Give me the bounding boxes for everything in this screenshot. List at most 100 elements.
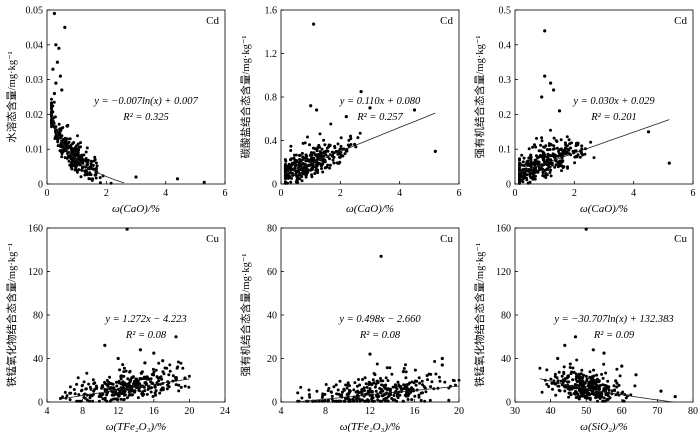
data-point <box>375 395 379 399</box>
data-point <box>202 180 206 184</box>
data-point <box>525 173 529 177</box>
data-point <box>606 379 610 383</box>
y-tick-label: 160 <box>496 224 511 235</box>
x-tick-label: 6 <box>223 188 228 199</box>
data-point <box>75 382 79 386</box>
data-point <box>333 146 337 150</box>
data-point <box>574 149 578 153</box>
data-point <box>83 396 87 400</box>
data-point <box>52 100 56 104</box>
data-point <box>572 370 576 374</box>
data-point <box>85 162 89 166</box>
data-point <box>518 158 521 162</box>
panel-3: 0 2 4 6 0 0.1 0.2 0.3 0.4 0.5 ω(CaO)/% 强有机结合态含量/mg·… <box>473 6 696 216</box>
x-tick-label: 16 <box>149 406 159 417</box>
data-point <box>359 90 363 94</box>
data-point <box>51 104 55 108</box>
y-tick-label: 40 <box>267 311 277 322</box>
data-point <box>578 389 582 393</box>
data-point <box>549 377 553 381</box>
data-point <box>298 173 302 177</box>
data-point <box>385 396 388 400</box>
data-point <box>68 398 72 402</box>
data-point <box>558 389 562 393</box>
data-point <box>528 171 532 175</box>
data-point <box>332 385 336 389</box>
data-point <box>402 383 406 387</box>
data-point <box>560 374 564 378</box>
data-point <box>306 170 310 174</box>
data-point <box>287 162 291 166</box>
data-point <box>533 143 536 147</box>
data-point <box>330 390 333 394</box>
data-point <box>553 372 557 376</box>
x-tick-label: 8 <box>323 406 328 417</box>
data-point <box>116 398 120 401</box>
data-point <box>80 154 83 158</box>
data-point <box>556 356 560 361</box>
data-point <box>381 394 385 398</box>
data-point <box>606 398 609 402</box>
data-point <box>574 389 578 393</box>
data-point <box>60 155 64 159</box>
data-point <box>379 376 382 380</box>
data-point <box>75 161 79 165</box>
data-point <box>618 374 622 378</box>
data-point <box>355 396 359 400</box>
data-point <box>63 25 67 29</box>
data-point <box>588 370 592 374</box>
data-point <box>584 227 588 231</box>
data-point <box>607 385 611 389</box>
x-tick-label: 70 <box>652 406 662 417</box>
x-tick-label: 0 <box>279 188 284 199</box>
data-point <box>95 164 99 168</box>
data-point <box>414 383 418 387</box>
data-point <box>286 181 289 185</box>
data-point <box>358 399 362 403</box>
data-point <box>378 386 382 390</box>
data-point <box>567 375 571 378</box>
data-point <box>306 135 309 139</box>
data-point <box>405 386 409 389</box>
data-point <box>122 366 126 370</box>
data-point <box>591 385 595 389</box>
y-tick-label: 0.2 <box>499 110 512 121</box>
scatter-points <box>518 29 671 185</box>
data-point <box>587 391 591 395</box>
element-label: Cu <box>206 233 219 245</box>
data-point <box>177 383 181 387</box>
y-tick-label: 0 <box>38 398 43 409</box>
data-point <box>58 74 63 78</box>
data-point <box>112 386 116 390</box>
data-point <box>103 343 107 347</box>
data-point <box>426 378 429 382</box>
data-point <box>531 177 535 181</box>
data-point <box>568 366 572 369</box>
data-point <box>437 375 441 379</box>
data-point <box>574 396 578 399</box>
data-point <box>418 381 422 385</box>
data-point <box>97 395 101 398</box>
data-point <box>304 165 308 169</box>
data-point <box>52 11 57 16</box>
data-point <box>76 151 80 155</box>
data-point <box>304 153 308 157</box>
data-point <box>586 384 590 388</box>
data-point <box>579 372 583 376</box>
x-tick-label: 80 <box>688 406 698 417</box>
data-point <box>138 389 142 393</box>
data-point <box>109 181 113 185</box>
data-point <box>551 387 554 391</box>
data-point <box>117 394 121 398</box>
data-point <box>305 168 309 172</box>
data-point <box>534 169 538 173</box>
data-point <box>361 378 364 381</box>
data-point <box>348 389 352 392</box>
data-point <box>71 150 75 153</box>
y-axis-label: 水溶态含量/mg·kg⁻¹ <box>5 51 18 143</box>
plot-frame <box>46 9 226 185</box>
data-point <box>622 399 626 403</box>
data-point <box>57 122 61 126</box>
data-point <box>101 392 105 396</box>
data-point <box>151 367 155 371</box>
